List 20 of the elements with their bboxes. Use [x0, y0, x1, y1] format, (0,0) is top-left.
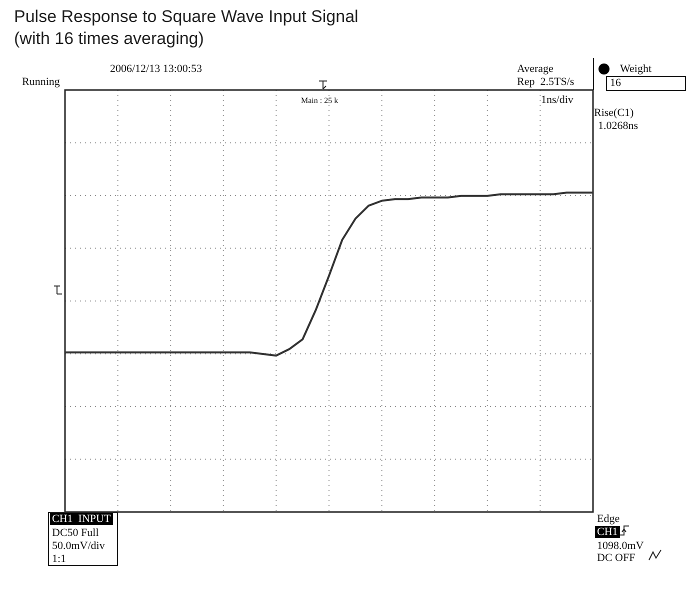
- text: Rise(C1): [594, 107, 634, 119]
- chart-title: Pulse Response to Square Wave Input Signal: [14, 6, 358, 28]
- chart-subtitle: (with 16 times averaging): [14, 28, 205, 50]
- text: 1098.0mV: [597, 540, 644, 552]
- text: 1:1: [52, 553, 66, 565]
- text: Rep 2.5TS/s: [517, 76, 574, 88]
- text: CH1 INPUT: [50, 513, 113, 525]
- text: Running: [22, 76, 60, 88]
- text: CH1: [595, 526, 620, 538]
- text: Edge: [597, 513, 620, 525]
- text: Main : 25 k: [301, 95, 338, 107]
- text: Weight: [620, 63, 652, 75]
- text: DC50 Full: [52, 527, 99, 539]
- text: Average: [517, 63, 554, 75]
- text: 50.0mV/div: [52, 540, 105, 552]
- text: DC OFF: [597, 552, 636, 564]
- text: 1.0268ns: [598, 120, 638, 132]
- text: 1ns/div: [541, 94, 574, 106]
- text: 2006/12/13 13:00:53: [110, 63, 202, 75]
- text: 16: [610, 77, 621, 89]
